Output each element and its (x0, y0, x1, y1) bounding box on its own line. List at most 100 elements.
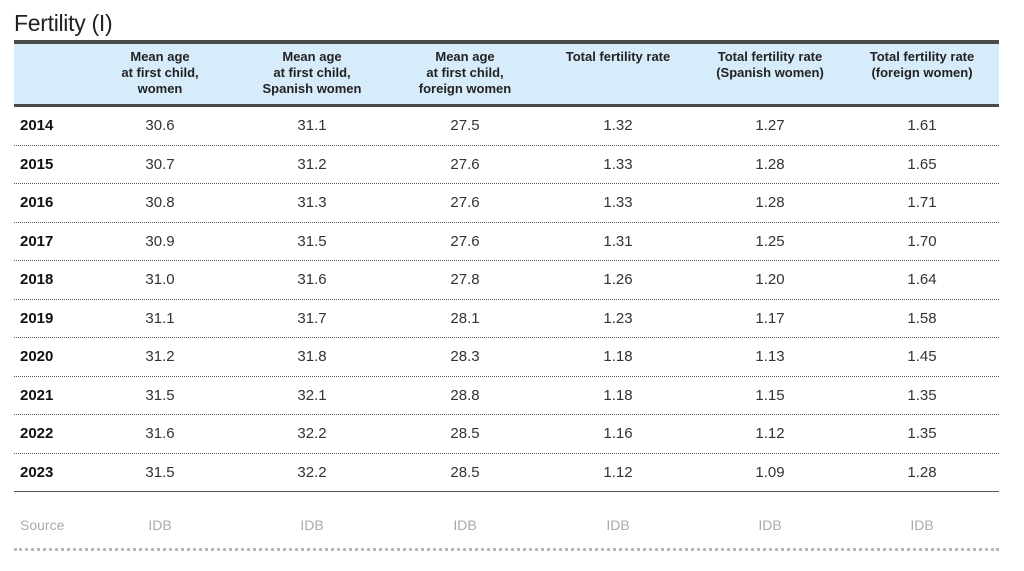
table-row: 2017 30.9 31.5 27.6 1.31 1.25 1.70 (14, 223, 999, 261)
table-cell: 31.1 (145, 309, 175, 327)
table-cell: 1.31 (603, 232, 633, 250)
row-year: 2018 (20, 271, 54, 288)
table-cell: 30.8 (145, 194, 175, 211)
top-rule (14, 40, 999, 44)
table-cell: 31.5 (297, 232, 327, 250)
table-cell: 1.28 (907, 463, 937, 481)
bottom-divider (14, 548, 999, 551)
source-value: IDB (606, 517, 630, 533)
table-row: 2023 31.5 32.2 28.5 1.12 1.09 1.28 (14, 454, 999, 492)
table-cell: 1.09 (755, 463, 785, 481)
source-label: Source (20, 517, 65, 533)
table-cell: 27.6 (450, 232, 480, 250)
table-row: 2022 31.6 32.2 28.5 1.16 1.12 1.35 (14, 415, 999, 454)
table-cell: 1.12 (603, 463, 633, 481)
row-year: 2015 (20, 155, 54, 173)
table-cell: 32.2 (297, 425, 327, 442)
row-year: 2016 (20, 194, 54, 211)
column-header-line: foreign women (418, 81, 512, 96)
table-cell: 31.3 (297, 194, 327, 211)
column-header-line: (Spanish women) (716, 65, 824, 80)
column-header-line: Mean age (130, 49, 190, 64)
column-header-line: women (137, 81, 183, 96)
row-year: 2019 (20, 309, 54, 327)
table-cell: 1.71 (907, 194, 937, 211)
table-cell: 32.2 (297, 463, 327, 481)
table-cell: 1.35 (907, 425, 937, 442)
table-row: 2019 31.1 31.7 28.1 1.23 1.17 1.58 (14, 300, 999, 338)
row-year: 2022 (20, 425, 54, 442)
header-rule (14, 104, 999, 107)
table-cell: 1.13 (755, 348, 785, 365)
table-cell: 1.28 (755, 194, 785, 211)
table-cell: 31.7 (297, 309, 327, 327)
table-row: 2018 31.0 31.6 27.8 1.26 1.20 1.64 (14, 261, 999, 300)
table-cell: 31.6 (145, 425, 175, 442)
column-header-line: (foreign women) (871, 65, 973, 80)
column-header-line: Mean age (435, 49, 495, 64)
table-cell: 27.8 (450, 271, 480, 288)
column-header-line: at first child, (426, 65, 504, 80)
column-header-line: Spanish women (262, 81, 362, 96)
table-row: 2021 31.5 32.1 28.8 1.18 1.15 1.35 (14, 377, 999, 415)
table-cell: 1.18 (603, 386, 633, 404)
table-row: 2014 30.6 31.1 27.5 1.32 1.27 1.61 (14, 107, 999, 146)
source-value: IDB (758, 517, 782, 533)
table-cell: 1.28 (755, 155, 785, 173)
row-year: 2021 (20, 386, 54, 404)
table-cell: 1.15 (755, 386, 785, 404)
table-cell: 31.2 (297, 155, 327, 173)
table-cell: 31.5 (145, 386, 175, 404)
table-cell: 31.8 (297, 348, 327, 365)
row-year: 2014 (20, 117, 54, 134)
column-header: Total fertility rate (Spanish women) (695, 49, 845, 81)
table-cell: 30.6 (145, 117, 175, 134)
source-value: IDB (453, 517, 477, 533)
table-cell: 1.26 (603, 271, 633, 288)
source-value: IDB (148, 517, 172, 533)
table-cell: 1.23 (603, 309, 633, 327)
table-cell: 31.5 (145, 463, 175, 481)
table-cell: 1.70 (907, 232, 937, 250)
table-cell: 31.2 (145, 348, 175, 365)
table-cell: 1.25 (755, 232, 785, 250)
table-cell: 1.33 (603, 194, 633, 211)
table-cell: 28.1 (450, 309, 480, 327)
column-header: Mean age at first child, foreign women (390, 49, 540, 97)
table-header: Mean age at first child, women Mean age at f… (14, 44, 999, 104)
column-header-line: Total fertility rate (565, 49, 671, 64)
column-header: Mean age at first child, women (85, 49, 235, 97)
table-cell: 1.64 (907, 271, 937, 288)
table-cell: 27.6 (450, 155, 480, 173)
row-year: 2017 (20, 232, 54, 250)
table-row: 2020 31.2 31.8 28.3 1.18 1.13 1.45 (14, 338, 999, 377)
source-value: IDB (910, 517, 934, 533)
column-header-line: Mean age (282, 49, 342, 64)
table-cell: 1.18 (603, 348, 633, 365)
column-header-line: Total fertility rate (717, 49, 823, 64)
table-cell: 31.1 (297, 117, 327, 134)
table-cell: 1.27 (755, 117, 785, 134)
source-row: Source IDB IDB IDB IDB IDB IDB (14, 507, 999, 543)
column-header-line: at first child, (121, 65, 199, 80)
table-cell: 1.61 (907, 117, 937, 134)
row-year: 2023 (20, 463, 54, 481)
table-cell: 1.12 (755, 425, 785, 442)
table-cell: 1.45 (907, 348, 937, 365)
column-header: Mean age at first child, Spanish women (237, 49, 387, 97)
table-cell: 1.33 (603, 155, 633, 173)
column-header-line: at first child, (273, 65, 351, 80)
table-cell: 28.5 (450, 425, 480, 442)
table-cell: 27.6 (450, 194, 480, 211)
table-cell: 1.35 (907, 386, 937, 404)
table-cell: 30.7 (145, 155, 175, 173)
table-cell: 28.3 (450, 348, 480, 365)
table-cell: 31.6 (297, 271, 327, 288)
table-cell: 28.8 (450, 386, 480, 404)
table-cell: 1.20 (755, 271, 785, 288)
table-cell: 1.17 (755, 309, 785, 327)
table-cell: 1.32 (603, 117, 633, 134)
column-header-line: Total fertility rate (869, 49, 975, 64)
table-cell: 31.0 (145, 271, 175, 288)
column-header: Total fertility rate (543, 49, 693, 65)
